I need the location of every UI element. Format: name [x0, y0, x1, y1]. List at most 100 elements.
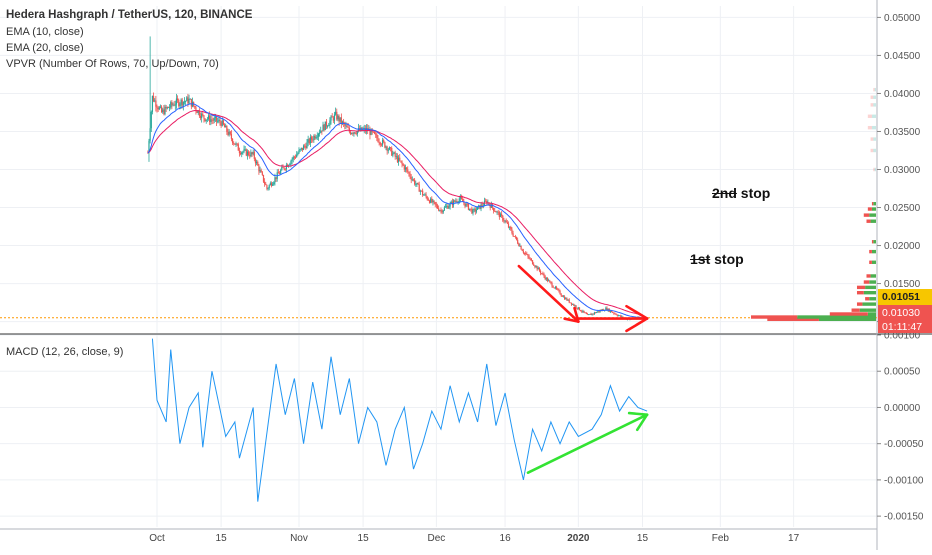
- candle-body: [345, 125, 347, 127]
- candle-body: [591, 313, 593, 315]
- candle-body: [229, 131, 231, 135]
- annotation-1st-stop-word: stop: [710, 251, 744, 267]
- candle-body: [251, 152, 253, 155]
- candle-body: [439, 210, 441, 212]
- candle-body: [196, 110, 198, 113]
- candle-body: [471, 208, 473, 214]
- candle-body: [215, 116, 218, 122]
- candle-body: [163, 109, 165, 115]
- candle-body: [312, 139, 314, 141]
- candle-body: [210, 119, 212, 122]
- candle-body: [218, 119, 220, 121]
- candle-body: [415, 184, 417, 185]
- candle-body: [441, 210, 443, 213]
- candle-body: [380, 144, 383, 146]
- candle-body: [392, 153, 394, 156]
- candle-body: [417, 182, 419, 185]
- candle-body: [245, 149, 247, 156]
- vpvr-up-bar: [873, 240, 876, 244]
- candle-body: [349, 131, 352, 135]
- macd-axis-label: 0.00050: [884, 367, 921, 378]
- candle-body: [202, 113, 204, 116]
- candle-body: [152, 95, 155, 102]
- candle-body: [225, 125, 227, 128]
- candle-body: [292, 156, 294, 160]
- candle-body: [203, 115, 205, 119]
- candle-body: [180, 99, 182, 105]
- candle-body: [419, 190, 421, 192]
- ema-20-line: [147, 110, 643, 316]
- candle-body: [546, 278, 549, 282]
- candle-body: [171, 102, 173, 106]
- candle-body: [426, 196, 428, 200]
- candle-body: [217, 120, 219, 122]
- candle-body: [259, 170, 261, 172]
- candle-body: [164, 106, 166, 115]
- candle-body: [304, 145, 306, 147]
- candle-body: [277, 172, 279, 174]
- candle-body: [573, 304, 575, 306]
- vpvr-up-bar: [873, 202, 876, 206]
- candle-body: [172, 104, 174, 106]
- candle-body: [539, 270, 542, 274]
- candle-body: [457, 201, 459, 203]
- candle-body: [543, 273, 545, 277]
- candle-body: [321, 130, 323, 132]
- indicator-ema-20: EMA (20, close): [6, 42, 84, 54]
- time-axis-label: 15: [358, 533, 370, 544]
- candle-body: [205, 119, 207, 121]
- candle-body: [409, 173, 411, 177]
- candle-body: [230, 134, 233, 139]
- vpvr-down-bar: [829, 312, 868, 316]
- candle-body: [327, 126, 329, 127]
- candle-body: [467, 203, 470, 210]
- candle-body: [257, 161, 259, 166]
- vpvr-down-bar: [869, 260, 872, 264]
- candle-body: [248, 151, 250, 156]
- candle-body: [351, 133, 353, 135]
- candle-body: [594, 312, 597, 314]
- candle-body: [525, 252, 527, 255]
- candle-body: [401, 161, 403, 165]
- candle-body: [433, 200, 435, 203]
- candle-body: [221, 120, 223, 126]
- price-axis-label: 0.05000: [884, 13, 921, 24]
- ema-10-line: [147, 103, 643, 319]
- candle-body: [527, 254, 529, 257]
- candle-body: [488, 202, 490, 205]
- candle-body: [577, 307, 579, 309]
- candle-body: [290, 160, 292, 165]
- candle-body: [207, 115, 210, 119]
- candle-body: [613, 312, 615, 314]
- vpvr-up-bar: [871, 260, 876, 264]
- candle-body: [588, 314, 590, 316]
- macd-axis-label: -0.00150: [884, 512, 924, 523]
- macd-axis-label: 0.00100: [884, 331, 921, 342]
- candle-body: [463, 201, 465, 204]
- vpvr-down-bar: [863, 280, 870, 284]
- candle-body: [482, 205, 484, 207]
- candle-body: [493, 207, 495, 211]
- candles-group: [147, 36, 644, 321]
- vpvr-up-bar: [863, 290, 876, 295]
- candle-body: [424, 194, 426, 196]
- candle-body: [489, 204, 491, 208]
- candle-body: [317, 133, 320, 137]
- candle-body: [397, 157, 400, 162]
- candle-body: [534, 265, 536, 267]
- candle-body: [617, 315, 620, 317]
- candle-body: [272, 184, 274, 186]
- red-arrow-down: [517, 264, 580, 323]
- candle-body: [473, 209, 475, 210]
- candle-body: [243, 149, 245, 152]
- candle-body: [280, 170, 282, 174]
- candle-body: [391, 147, 393, 156]
- candle-body: [165, 106, 167, 109]
- candle-body: [567, 299, 569, 301]
- candle-body: [356, 130, 358, 134]
- candle-body: [580, 310, 582, 312]
- candle-body: [614, 313, 616, 315]
- countdown-tag: 01:11:47: [878, 321, 932, 333]
- candle-body: [544, 276, 546, 280]
